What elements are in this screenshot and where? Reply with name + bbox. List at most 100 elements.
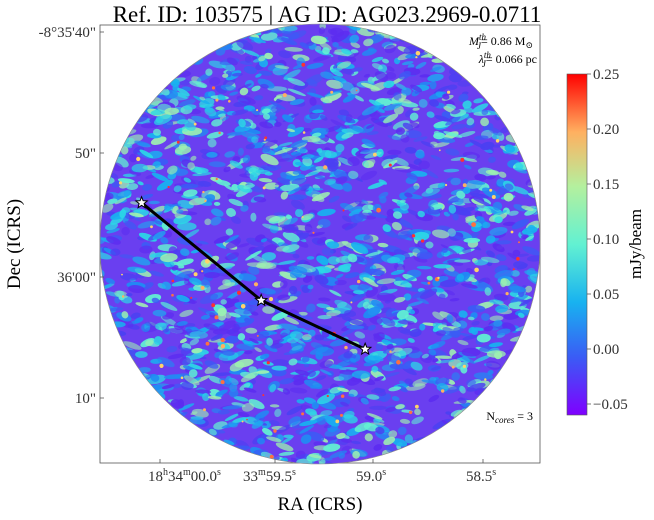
noise-blob bbox=[243, 184, 255, 190]
noise-blob bbox=[190, 167, 209, 174]
noise-blob bbox=[384, 44, 396, 54]
noise-blob bbox=[258, 55, 266, 62]
bright-pixel bbox=[205, 341, 210, 346]
noise-blob bbox=[166, 345, 178, 353]
noise-blob bbox=[179, 309, 194, 318]
noise-blob bbox=[340, 438, 353, 443]
noise-blob bbox=[438, 293, 446, 299]
noise-blob bbox=[317, 393, 335, 405]
noise-blob bbox=[342, 94, 356, 103]
noise-blob bbox=[327, 162, 339, 172]
noise-blob bbox=[510, 294, 529, 303]
bright-pixel bbox=[445, 183, 448, 187]
noise-blob bbox=[426, 111, 435, 118]
noise-blob bbox=[371, 365, 379, 373]
noise-blob bbox=[434, 355, 453, 359]
noise-blob bbox=[133, 140, 151, 147]
bright-pixel bbox=[211, 303, 216, 308]
noise-blob bbox=[260, 238, 268, 243]
noise-blob bbox=[331, 67, 343, 72]
noise-blob bbox=[109, 172, 119, 179]
noise-blob bbox=[191, 348, 203, 354]
bright-pixel bbox=[415, 51, 421, 56]
noise-blob bbox=[204, 218, 212, 226]
noise-blob bbox=[445, 411, 452, 415]
noise-blob bbox=[229, 160, 243, 169]
noise-blob bbox=[296, 399, 305, 404]
noise-blob bbox=[166, 165, 178, 175]
noise-blob bbox=[178, 143, 187, 151]
y-tick-label: 10" bbox=[75, 391, 96, 407]
noise-blob bbox=[274, 65, 290, 69]
noise-blob bbox=[371, 299, 384, 309]
noise-blob bbox=[225, 252, 239, 261]
bright-pixel bbox=[218, 131, 221, 135]
noise-blob bbox=[419, 81, 432, 86]
bright-pixel bbox=[510, 230, 514, 234]
noise-blob bbox=[394, 168, 412, 173]
noise-blob bbox=[446, 177, 454, 182]
noise-blob bbox=[145, 339, 154, 347]
noise-blob bbox=[137, 152, 151, 159]
noise-blob bbox=[392, 120, 410, 130]
noise-blob bbox=[346, 324, 365, 330]
noise-blob bbox=[463, 237, 481, 243]
noise-blob bbox=[285, 214, 293, 220]
noise-blob bbox=[256, 370, 270, 374]
noise-blob bbox=[261, 108, 271, 114]
noise-blob bbox=[204, 107, 217, 117]
noise-blob bbox=[436, 383, 449, 392]
noise-blob bbox=[236, 95, 256, 105]
bright-pixel bbox=[228, 100, 231, 103]
noise-blob bbox=[349, 292, 367, 303]
bright-pixel bbox=[136, 156, 141, 162]
noise-blob bbox=[443, 269, 460, 277]
noise-blob bbox=[456, 190, 466, 199]
bright-pixel bbox=[484, 378, 487, 381]
noise-blob bbox=[164, 205, 171, 211]
bright-pixel bbox=[512, 268, 515, 271]
noise-blob bbox=[332, 41, 339, 48]
noise-blob bbox=[215, 179, 231, 186]
noise-blob bbox=[240, 205, 249, 212]
bright-pixel bbox=[447, 90, 451, 94]
noise-blob bbox=[160, 237, 169, 244]
noise-blob bbox=[299, 42, 310, 49]
noise-blob bbox=[508, 210, 519, 216]
noise-blob bbox=[373, 444, 383, 451]
noise-blob bbox=[488, 156, 496, 163]
noise-blob bbox=[208, 161, 226, 168]
noise-blob bbox=[314, 274, 329, 285]
x-axis: 18h34m00.0s 33m59.5s 59.0s 58.5s RA (ICR… bbox=[148, 459, 496, 515]
noise-blob bbox=[127, 266, 147, 274]
noise-blob bbox=[480, 256, 500, 264]
noise-blob bbox=[418, 160, 430, 170]
noise-blob bbox=[111, 181, 121, 188]
noise-blob bbox=[128, 285, 145, 293]
noise-blob bbox=[129, 207, 145, 212]
noise-blob bbox=[178, 99, 196, 107]
bright-pixel bbox=[408, 410, 413, 415]
noise-blob bbox=[299, 183, 310, 191]
noise-blob bbox=[294, 208, 304, 217]
noise-blob bbox=[426, 275, 433, 281]
noise-blob bbox=[396, 230, 411, 240]
noise-blob bbox=[284, 47, 303, 52]
noise-blob bbox=[455, 317, 464, 322]
noise-blob bbox=[350, 49, 359, 54]
noise-blob bbox=[489, 226, 508, 236]
bright-pixel bbox=[340, 413, 343, 417]
noise-blob bbox=[318, 27, 326, 35]
bright-pixel bbox=[415, 404, 419, 409]
bright-pixel bbox=[516, 257, 520, 261]
noise-blob bbox=[373, 332, 385, 342]
noise-blob bbox=[315, 266, 332, 274]
noise-blob bbox=[311, 401, 319, 410]
noise-blob bbox=[302, 157, 313, 167]
noise-blob bbox=[440, 279, 460, 288]
noise-blob bbox=[443, 385, 462, 394]
noise-blob bbox=[220, 348, 235, 356]
bright-pixel bbox=[441, 389, 445, 393]
noise-blob bbox=[244, 350, 253, 355]
noise-blob bbox=[236, 39, 254, 51]
